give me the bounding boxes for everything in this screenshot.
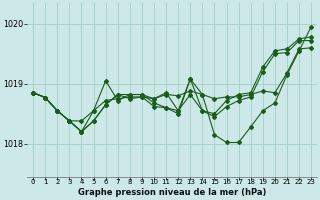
X-axis label: Graphe pression niveau de la mer (hPa): Graphe pression niveau de la mer (hPa) xyxy=(78,188,266,197)
